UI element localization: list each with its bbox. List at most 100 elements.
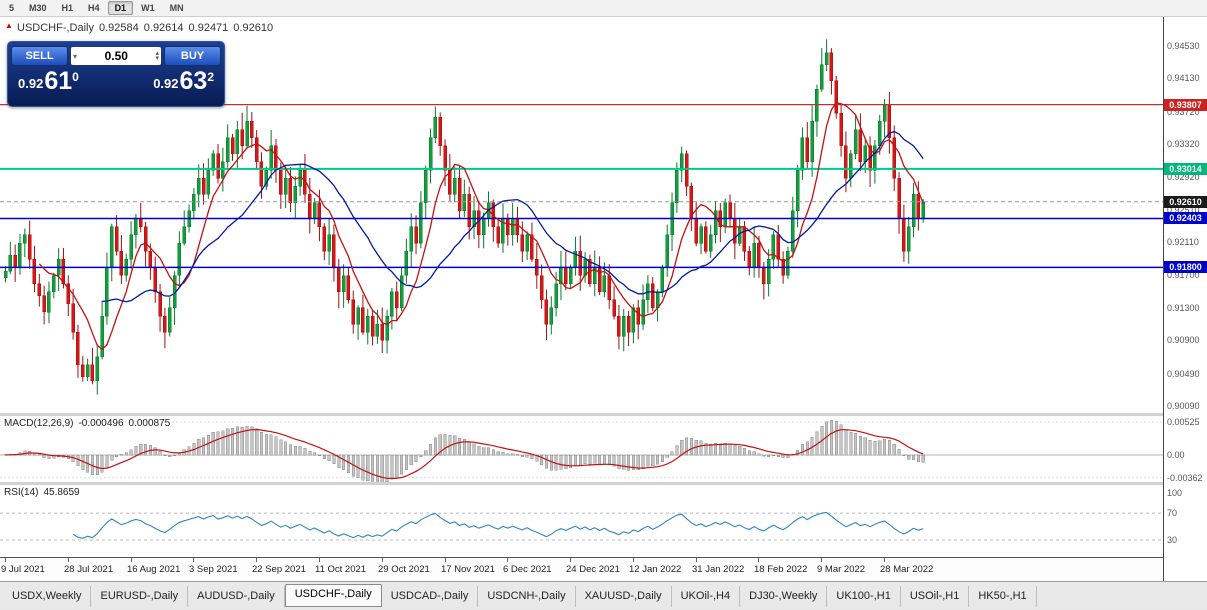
- chart-tab-eurusd-daily[interactable]: EURUSD-,Daily: [91, 586, 189, 607]
- time-axis-tick: [821, 558, 822, 562]
- chart-tab-uk100-h1[interactable]: UK100-,H1: [827, 586, 901, 607]
- rsi-label: RSI(14) 45.8659: [4, 487, 85, 498]
- ask-price: 0.92 63 2: [153, 67, 214, 95]
- rsi-axis-label: 30: [1167, 535, 1178, 545]
- macd-canvas[interactable]: [0, 416, 1163, 482]
- time-axis-label: 17 Nov 2021: [441, 564, 495, 575]
- timeframe-toolbar: 5 M30 H1 H4 D1 W1 MN: [0, 0, 1207, 17]
- time-axis-label: 3 Sep 2021: [189, 564, 238, 575]
- rsi-axis-label: 100: [1167, 488, 1183, 498]
- volume-value: 0.50: [104, 49, 128, 63]
- volume-spinner[interactable]: ▴ ▾: [155, 50, 159, 62]
- low-value: 0.92471: [188, 22, 229, 34]
- timeframe-button-h1[interactable]: H1: [61, 3, 74, 13]
- spinner-up-icon[interactable]: ▴: [155, 50, 159, 57]
- time-axis-tick: [884, 558, 885, 562]
- rsi-value: 45.8659: [43, 487, 80, 498]
- time-axis-tick: [131, 558, 132, 562]
- time-axis-tick: [633, 558, 634, 562]
- open-value: 0.92584: [99, 22, 139, 34]
- time-axis-label: 31 Jan 2022: [692, 564, 745, 575]
- price-axis-label: 0.91700: [1167, 270, 1200, 280]
- price-axis-label: 0.94530: [1167, 41, 1200, 51]
- bid-base: 0.92: [18, 75, 44, 91]
- ask-big: 63: [179, 67, 208, 95]
- price-axis-label: 0.92110: [1167, 237, 1199, 247]
- chart-tabs-bar: USDX,Weekly EURUSD-,Daily AUDUSD-,Daily USD…: [0, 581, 1207, 607]
- chart-tab-hk50-h1[interactable]: HK50-,H1: [969, 586, 1037, 607]
- one-click-trading-panel: SELL ▾ 0.50 ▴ ▾ BUY 0.92 61 0 0.92 63 2: [7, 41, 225, 107]
- ask-base: 0.92: [153, 75, 179, 91]
- macd-main-value: -0.000496: [78, 418, 124, 429]
- time-axis-label: 16 Aug 2021: [127, 564, 181, 575]
- timeframe-button-h4[interactable]: H4: [88, 3, 100, 13]
- rsi-axis-label: 70: [1167, 508, 1178, 518]
- time-axis-label: 11 Oct 2021: [315, 564, 367, 575]
- price-axis: 0.94530 0.94130 0.93720 0.93320 0.92920 0.925…: [1163, 17, 1207, 581]
- chart-tab-usdchf-daily[interactable]: USDCHF-,Daily: [284, 584, 382, 607]
- macd-panel: MACD(12,26,9) -0.000496 0.000875: [0, 416, 1163, 482]
- price-axis-label: 0.91300: [1167, 303, 1200, 313]
- time-axis-tick: [193, 558, 194, 562]
- chart-area: ▲ USDCHF-,Daily 0.92584 0.92614 0.92471 0.92…: [0, 17, 1163, 581]
- time-axis-label: 6 Dec 2021: [503, 564, 552, 575]
- chart-tab-usdx-weekly[interactable]: USDX,Weekly: [3, 586, 92, 607]
- time-axis-tick: [5, 558, 6, 562]
- level-price-badge: 0.92403: [1164, 212, 1207, 224]
- chart-tab-ukoil-h4[interactable]: UKOil-,H4: [672, 586, 741, 607]
- time-axis-tick: [256, 558, 257, 562]
- chart-tab-usoil-h1[interactable]: USOil-,H1: [901, 586, 970, 607]
- time-axis-label: 22 Sep 2021: [252, 564, 306, 575]
- level-price-badge: 0.93807: [1164, 99, 1207, 111]
- price-axis-label: 0.93320: [1167, 139, 1200, 149]
- macd-signal-value: 0.000875: [128, 418, 171, 429]
- price-axis-label: 0.94130: [1167, 73, 1200, 83]
- price-axis-label: 0.90490: [1167, 369, 1200, 379]
- chart-tab-dj30-weekly[interactable]: DJ30-,Weekly: [740, 586, 828, 607]
- macd-label: MACD(12,26,9) -0.000496 0.000875: [4, 418, 175, 429]
- time-axis-tick: [507, 558, 508, 562]
- macd-axis-label: 0.00: [1167, 450, 1185, 460]
- volume-field[interactable]: ▾ 0.50 ▴ ▾: [71, 47, 161, 65]
- ask-pip: 2: [207, 70, 214, 84]
- time-axis-tick: [696, 558, 697, 562]
- chart-ohlc-info: USDCHF-,Daily 0.92584 0.92614 0.92471 0.9261…: [17, 22, 278, 34]
- time-axis-tick: [570, 558, 571, 562]
- current-price-badge: 0.92610: [1164, 196, 1207, 208]
- price-axis-label: 0.90090: [1167, 401, 1200, 411]
- macd-axis-label: -0.00362: [1167, 473, 1203, 483]
- time-axis-label: 9 Mar 2022: [817, 564, 866, 575]
- time-axis-label: 28 Mar 2022: [880, 564, 934, 575]
- price-axis-label: 0.92510: [1167, 205, 1200, 215]
- chart-tab-usdcad-daily[interactable]: USDCAD-,Daily: [382, 586, 479, 607]
- time-axis-tick: [758, 558, 759, 562]
- chart-tab-xauusd-daily[interactable]: XAUUSD-,Daily: [576, 586, 672, 607]
- timeframe-button-mn[interactable]: MN: [169, 3, 184, 13]
- rsi-canvas[interactable]: [0, 485, 1163, 557]
- timeframe-button-5[interactable]: 5: [9, 3, 15, 13]
- time-axis-label: 9 Jul 2021: [1, 564, 45, 575]
- time-axis-label: 29 Oct 2021: [378, 564, 430, 575]
- buy-button[interactable]: BUY: [164, 46, 221, 66]
- timeframe-button-m30[interactable]: M30: [29, 3, 47, 13]
- sell-button[interactable]: SELL: [11, 46, 68, 66]
- high-value: 0.92614: [143, 22, 184, 34]
- timeframe-button-d1[interactable]: D1: [107, 1, 134, 15]
- time-axis-tick: [445, 558, 446, 562]
- spinner-down-icon[interactable]: ▾: [155, 55, 159, 62]
- volume-dropdown-icon[interactable]: ▾: [73, 51, 78, 61]
- time-axis-label: 24 Dec 2021: [566, 564, 620, 575]
- bid-big: 61: [44, 67, 73, 95]
- bid-pip: 0: [72, 70, 79, 84]
- price-chart-canvas[interactable]: [0, 17, 1163, 413]
- time-axis-tick: [382, 558, 383, 562]
- chart-tab-audusd-daily[interactable]: AUDUSD-,Daily: [188, 586, 285, 607]
- macd-axis-label: 0.00525: [1167, 417, 1200, 427]
- rsi-panel: RSI(14) 45.8659: [0, 485, 1163, 557]
- panel-splitter[interactable]: [0, 482, 1163, 485]
- panel-splitter[interactable]: [0, 413, 1163, 416]
- bid-price: 0.92 61 0: [18, 67, 79, 95]
- chart-tab-usdcnh-daily[interactable]: USDCNH-,Daily: [478, 586, 576, 607]
- main-chart-panel: ▲ USDCHF-,Daily 0.92584 0.92614 0.92471 0.92…: [0, 17, 1163, 413]
- timeframe-button-w1[interactable]: W1: [141, 3, 155, 13]
